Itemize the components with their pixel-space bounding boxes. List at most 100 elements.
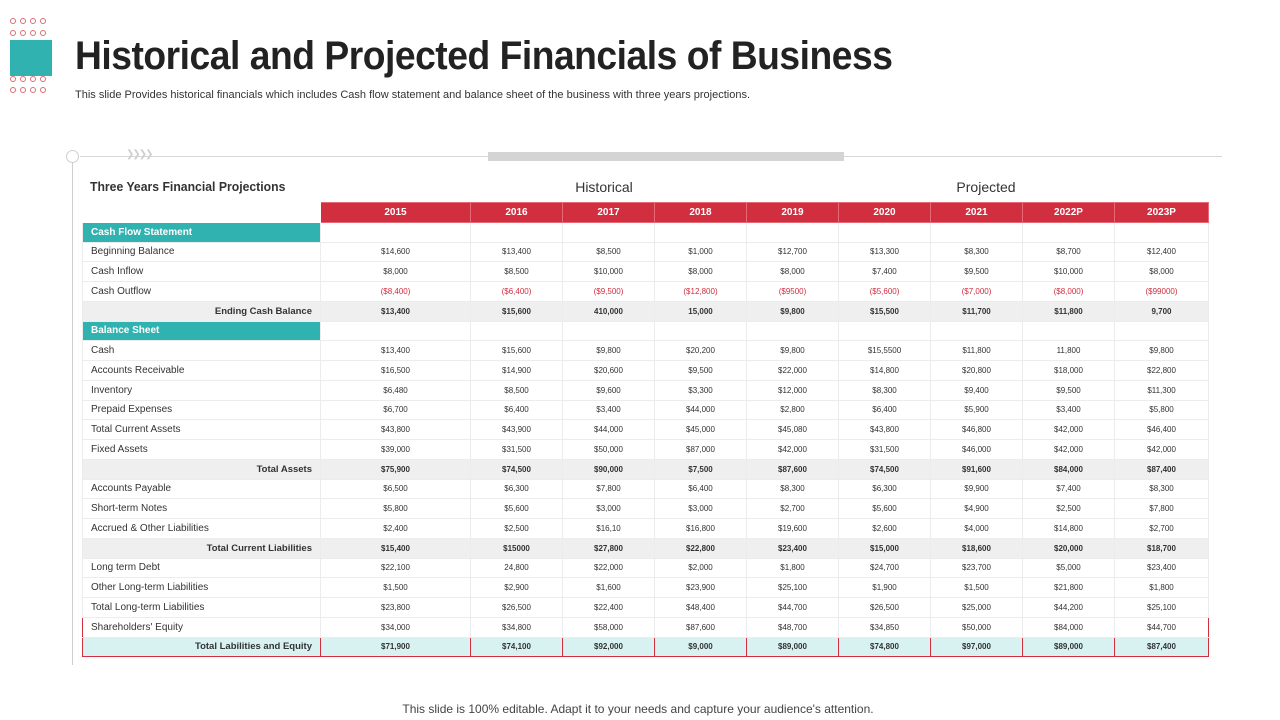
value-cell: $8,000 (1114, 261, 1209, 282)
value-cell: $87,400 (1114, 458, 1209, 480)
section-label: Cash Flow Statement (82, 221, 321, 243)
empty-cell (838, 221, 931, 243)
value-cell: $8,500 (470, 261, 563, 282)
value-cell: $18,700 (1114, 537, 1209, 559)
value-cell: $8,300 (1114, 478, 1209, 500)
value-cell: $7,500 (654, 458, 747, 480)
value-cell: $8,300 (746, 478, 839, 500)
row-label: Cash (82, 340, 321, 361)
value-cell: $27,800 (562, 537, 655, 559)
value-cell: $1,600 (562, 577, 655, 598)
table-row: Total Current Assets $43,800 $43,900 $44,00… (82, 419, 1209, 440)
value-cell: ($8,000) (1022, 281, 1115, 302)
decorative-dot (10, 75, 16, 82)
value-cell: $9,600 (562, 379, 655, 401)
table-row: Cash $13,400 $15,600 $9,800 $20,200 $9,800 $15… (82, 340, 1209, 361)
value-cell: $20,000 (1022, 537, 1115, 559)
row-label: Total Current Assets (82, 419, 321, 440)
value-cell: $9,900 (930, 478, 1023, 500)
value-cell: $44,700 (1114, 616, 1209, 638)
value-cell: $9,800 (746, 300, 839, 322)
decorative-dot (10, 29, 16, 36)
value-cell: $5,800 (320, 498, 471, 519)
section-label: Balance Sheet (82, 320, 321, 342)
value-cell: $15,500 (838, 300, 931, 322)
value-cell: $84,000 (1022, 616, 1115, 638)
decorative-dot (40, 87, 46, 93)
value-cell: $22,100 (320, 557, 471, 579)
value-cell: $11,800 (930, 340, 1023, 361)
value-cell: $74,500 (838, 458, 931, 480)
value-cell: $50,000 (562, 439, 655, 460)
value-cell: $45,080 (746, 419, 839, 440)
value-cell: $9,000 (654, 636, 747, 658)
value-cell: $2,500 (1022, 498, 1115, 519)
value-cell: $8,000 (320, 261, 471, 282)
value-cell: $5,600 (470, 498, 563, 519)
value-cell: $15,5500 (838, 340, 931, 361)
value-cell: $46,000 (930, 439, 1023, 460)
value-cell: $26,500 (838, 597, 931, 618)
value-cell: $87,400 (1114, 636, 1209, 658)
value-cell: $8,500 (470, 379, 563, 401)
value-cell: $87,000 (654, 439, 747, 460)
row-label: Fixed Assets (82, 439, 321, 460)
value-cell: $7,400 (838, 261, 931, 282)
value-cell: 11,800 (1022, 340, 1115, 361)
footer-note: This slide is 100% editable. Adapt it to… (402, 702, 874, 716)
decorative-dot (30, 87, 36, 93)
row-label: Ending Cash Balance (82, 300, 321, 322)
value-cell: $3,000 (562, 498, 655, 519)
table-row: Beginning Balance $14,600 $13,400 $8,500 $1,… (82, 241, 1209, 263)
empty-cell (930, 221, 1023, 243)
value-cell: $16,10 (562, 518, 655, 539)
decorative-dot (10, 87, 16, 93)
financial-table: 2015 2016 2017 2018 2019 2020 2021 2022P 2023P Ca… (82, 202, 1209, 658)
value-cell: $5,800 (1114, 399, 1209, 421)
value-cell: 24,800 (470, 557, 563, 579)
row-label: Total Assets (82, 458, 321, 480)
decorative-dot (30, 18, 36, 24)
value-cell: $12,400 (1114, 241, 1209, 263)
chevrons-icon: ❯❯❯❯ (126, 149, 153, 160)
empty-cell (470, 320, 563, 342)
value-cell: $24,700 (838, 557, 931, 579)
table-row: Prepaid Expenses $6,700 $6,400 $3,400 $44,00… (82, 399, 1209, 421)
value-cell: $23,700 (930, 557, 1023, 579)
value-cell: $44,000 (562, 419, 655, 440)
value-cell: $6,500 (320, 478, 471, 500)
value-cell: $14,800 (838, 360, 931, 381)
value-cell: $23,400 (1114, 557, 1209, 579)
value-cell: $97,000 (930, 636, 1023, 658)
value-cell: $1,000 (654, 241, 747, 263)
empty-cell (1114, 221, 1209, 243)
value-cell: $11,700 (930, 300, 1023, 322)
row-label: Other Long-term Liabilities (82, 577, 321, 598)
value-cell: $4,000 (930, 518, 1023, 539)
decorative-dot (40, 29, 46, 36)
value-cell: $7,400 (1022, 478, 1115, 500)
decorative-dot (20, 75, 26, 82)
value-cell: 15,000 (654, 300, 747, 322)
value-cell: $8,000 (654, 261, 747, 282)
value-cell: $16,800 (654, 518, 747, 539)
value-cell: $23,900 (654, 577, 747, 598)
value-cell: $22,800 (654, 537, 747, 559)
empty-cell (562, 320, 655, 342)
value-cell: $6,480 (320, 379, 471, 401)
value-cell: $75,900 (320, 458, 471, 480)
value-cell: $13,400 (320, 340, 471, 361)
value-cell: $31,500 (470, 439, 563, 460)
value-cell: $46,400 (1114, 419, 1209, 440)
value-cell: $10,000 (562, 261, 655, 282)
value-cell: $74,100 (470, 636, 563, 658)
value-cell: $43,900 (470, 419, 563, 440)
value-cell: $6,400 (838, 399, 931, 421)
value-cell: $8,300 (930, 241, 1023, 263)
value-cell: $42,000 (1022, 439, 1115, 460)
empty-cell (746, 221, 839, 243)
value-cell: $9,500 (654, 360, 747, 381)
row-label: Accounts Receivable (82, 360, 321, 381)
value-cell: $9,800 (746, 340, 839, 361)
value-cell: $25,000 (930, 597, 1023, 618)
